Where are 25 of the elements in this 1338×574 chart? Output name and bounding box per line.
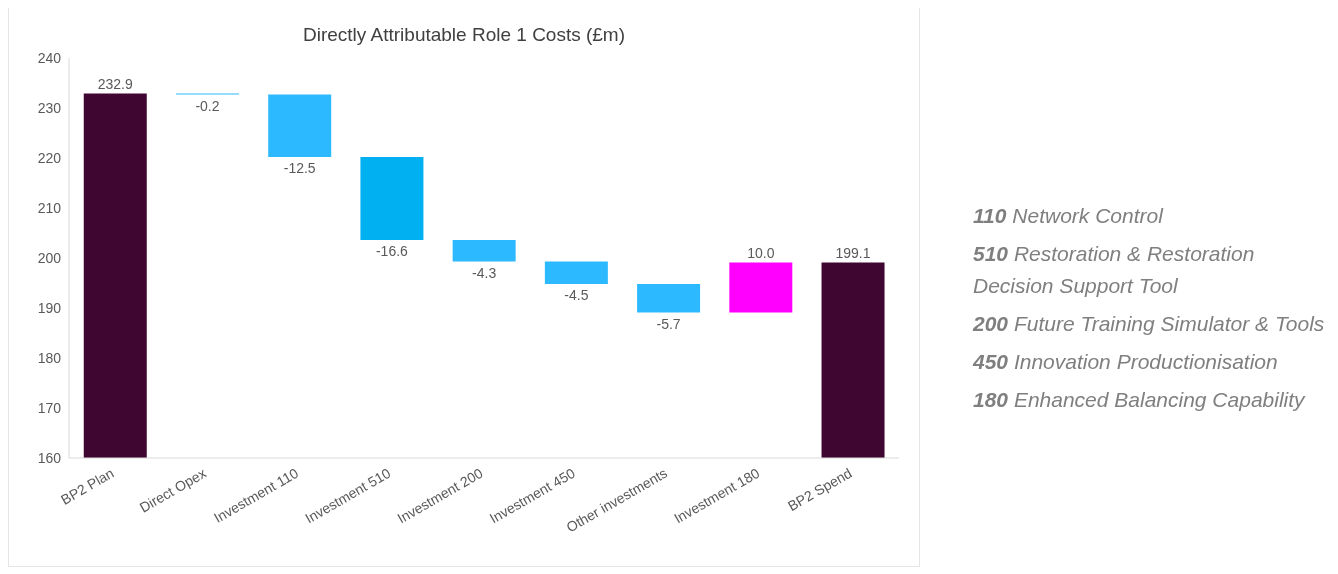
data-label: -16.6 <box>375 243 409 259</box>
y-tick-label: 210 <box>37 199 62 216</box>
data-label: 232.9 <box>97 75 133 92</box>
y-tick-label: 200 <box>37 249 62 266</box>
data-label: -0.2 <box>195 97 220 114</box>
text: 510 Restoration & Restoration Decision Support Tool <box>973 242 1255 297</box>
data-label: 199.1 <box>835 244 871 261</box>
y-tick-label: 230 <box>37 99 62 116</box>
data-label: 10.0 <box>747 244 775 261</box>
data-label: -5.7 <box>656 315 681 332</box>
text: 180 Enhanced Balancing Capability <box>973 388 1305 411</box>
y-tick-label: 170 <box>37 399 62 416</box>
x-tick-label: BP2 Plan <box>58 464 117 508</box>
y-tick-label: 160 <box>37 449 62 466</box>
y-tick-label: 240 <box>37 49 62 66</box>
text: 110 Network Control <box>973 204 1163 227</box>
y-tick-label: 180 <box>37 349 62 366</box>
text: 450 Innovation Productionisation <box>973 350 1278 373</box>
data-label: -4.3 <box>472 264 497 281</box>
data-label: -12.5 <box>283 160 316 176</box>
text: 200 Future Training Simulator & Tools <box>973 312 1325 335</box>
y-tick-label: 190 <box>37 299 62 316</box>
chart-title: Directly Attributable Role 1 Costs (£m) <box>301 24 627 46</box>
y-tick-label: 220 <box>37 149 62 166</box>
data-label: -4.5 <box>564 287 589 303</box>
